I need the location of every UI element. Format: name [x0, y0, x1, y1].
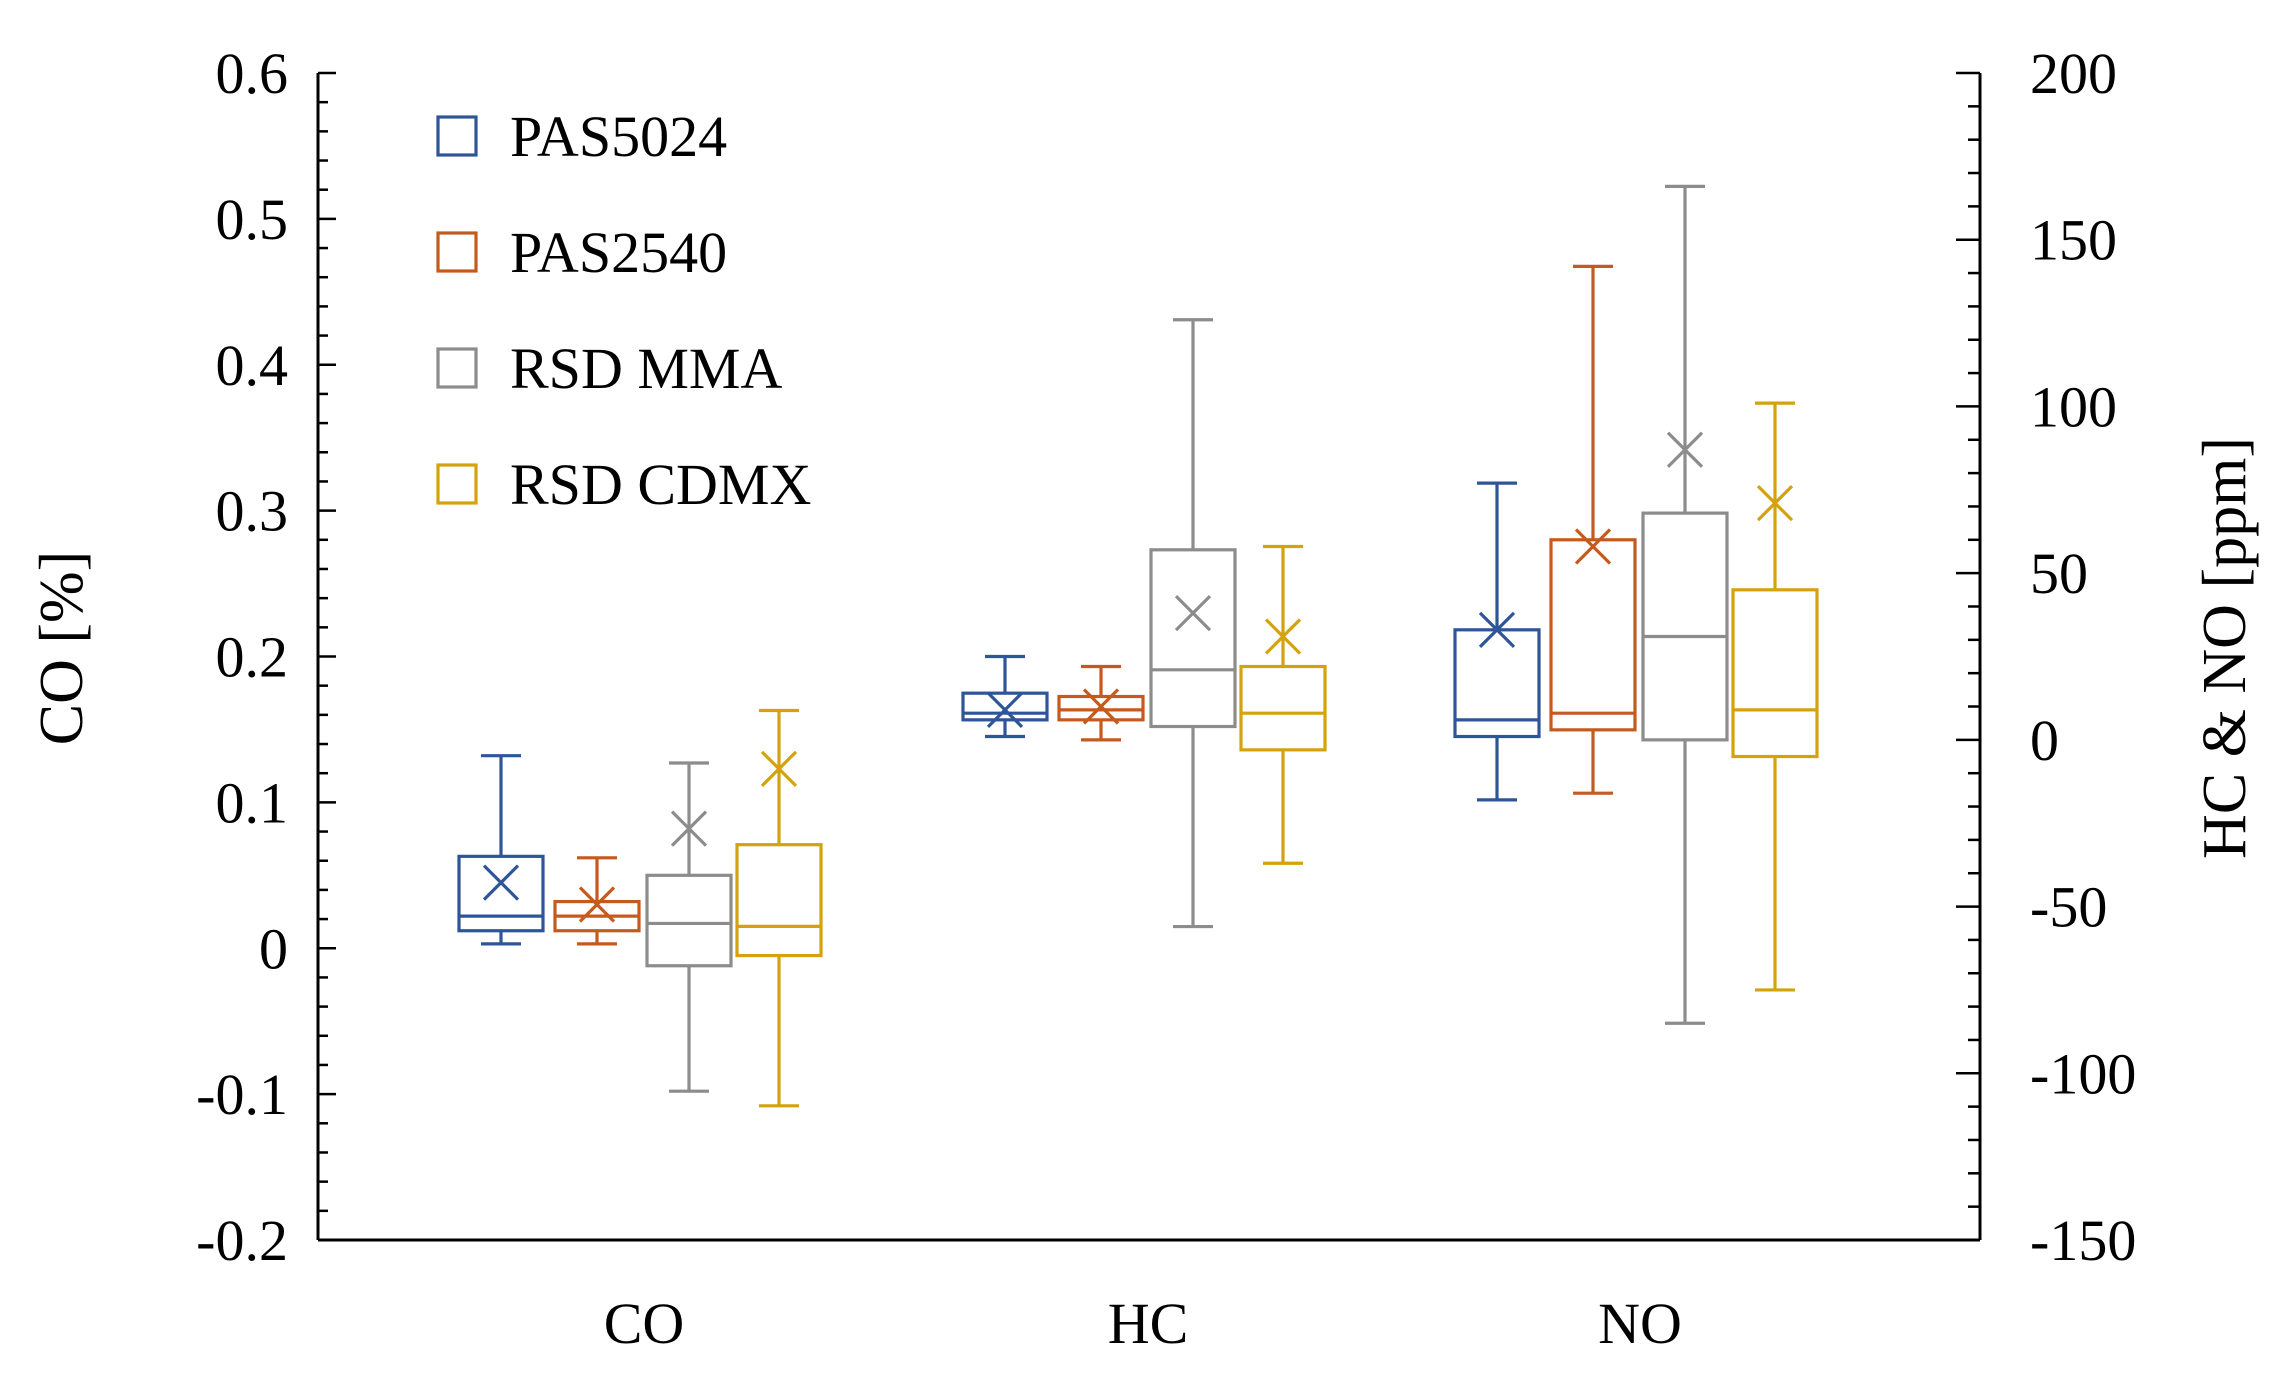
legend-label: PAS5024 [510, 104, 727, 169]
left-tick-label: 0 [259, 916, 288, 981]
box-pas2540-co [553, 856, 641, 946]
legend-swatch [436, 231, 478, 273]
legend-label: RSD CDMX [510, 452, 811, 517]
legend-swatch [436, 347, 478, 389]
iqr-box [1239, 664, 1327, 752]
mean-marker [1264, 618, 1302, 655]
category-label: NO [1598, 1291, 1682, 1356]
box-rsd-mma-hc [1149, 318, 1237, 929]
iqr-box [735, 843, 823, 958]
box-rsd-mma-no [1641, 184, 1729, 1025]
iqr-box [645, 873, 733, 968]
axes-layer: -0.2 -0.1 0 0.1 0.2 0.3 0.4 0.5 0.6 -150 -100 -50 0 5… [196, 41, 2136, 1356]
mean-marker [1666, 431, 1704, 468]
left-tick-label: 0.5 [216, 187, 289, 252]
mean-marker [670, 810, 708, 847]
iqr-box [1549, 538, 1637, 732]
mean-marker [1478, 611, 1516, 648]
iqr-box [1731, 588, 1819, 759]
box-pas5024-hc [961, 654, 1049, 739]
legend-item: PAS5024 [436, 104, 727, 169]
mean-marker [578, 886, 616, 923]
iqr-box [1149, 548, 1237, 729]
box-pas2540-hc [1057, 664, 1145, 742]
right-tick-label: 0 [2030, 708, 2059, 773]
right-tick-label: -100 [2030, 1041, 2136, 1106]
box-rsd-cdmx-hc [1239, 544, 1327, 865]
right-tick-label: 50 [2030, 541, 2088, 606]
iqr-box [961, 691, 1049, 722]
legend-item: RSD CDMX [436, 452, 811, 517]
mean-marker [986, 691, 1024, 728]
legend-item: PAS2540 [436, 220, 727, 285]
left-tick-label: -0.1 [196, 1062, 288, 1127]
right-tick-label: -150 [2030, 1208, 2136, 1273]
legend-swatch [436, 463, 478, 505]
iqr-box [1641, 511, 1729, 742]
mean-marker [482, 864, 520, 901]
category-label: CO [604, 1291, 685, 1356]
legend-item: RSD MMA [436, 336, 782, 401]
legend-label: PAS2540 [510, 220, 727, 285]
left-tick-label: 0.4 [216, 333, 289, 398]
left-tick-label: 0.2 [216, 625, 289, 690]
box-rsd-cdmx-no [1731, 401, 1819, 992]
mean-marker [1756, 484, 1794, 522]
legend-label: RSD MMA [510, 336, 782, 401]
box-pas5024-co [457, 754, 545, 946]
mean-marker [760, 750, 798, 787]
mean-marker [1082, 688, 1120, 725]
box-pas2540-no [1549, 264, 1637, 795]
category-label: HC [1108, 1291, 1189, 1356]
left-tick-label: 0.3 [216, 479, 289, 544]
left-tick-label: 0.6 [216, 41, 289, 106]
left-tick-label: -0.2 [196, 1208, 288, 1273]
mean-marker [1574, 528, 1612, 565]
right-tick-label: 200 [2030, 41, 2117, 106]
right-axis-title: HC & NO [ppm] [2191, 437, 2259, 859]
mean-marker [1174, 595, 1212, 632]
box-rsd-mma-co [645, 761, 733, 1093]
legend: PAS5024 PAS2540 RSD MMA RSD CDMX [436, 104, 811, 517]
iqr-box [457, 854, 545, 933]
box-pas5024-no [1453, 481, 1541, 802]
marks-layer [457, 184, 1819, 1108]
right-tick-label: -50 [2030, 875, 2107, 940]
left-axis-title: CO [%] [28, 551, 96, 746]
legend-swatch [436, 115, 478, 157]
box-rsd-cdmx-co [735, 708, 823, 1108]
left-tick-label: 0.1 [216, 770, 289, 835]
right-tick-label: 150 [2030, 208, 2117, 273]
right-tick-label: 100 [2030, 374, 2117, 439]
